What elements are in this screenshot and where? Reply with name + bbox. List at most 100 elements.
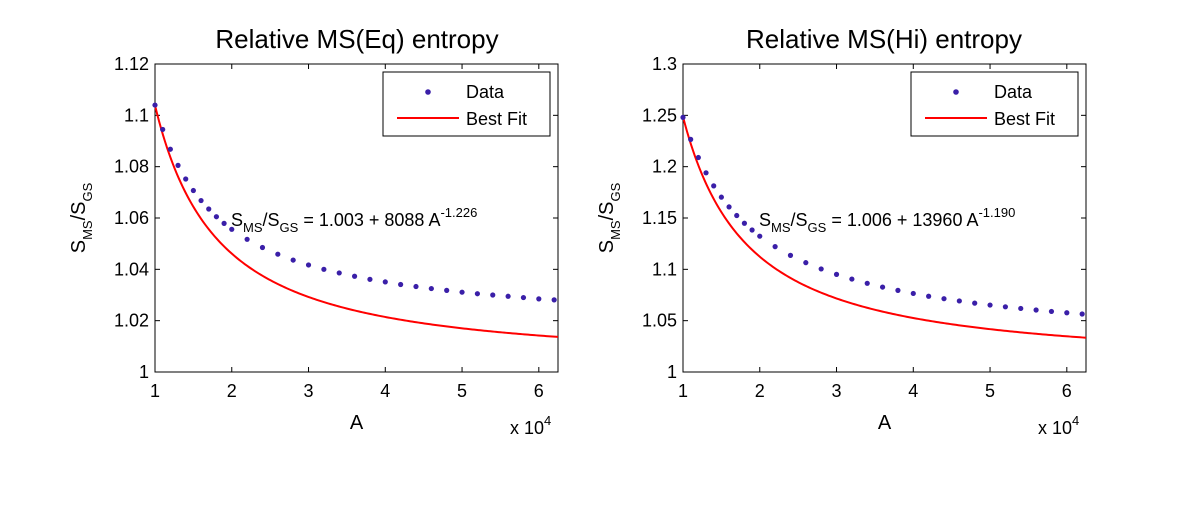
eq-rhs: = 1.006 + 13960 A bbox=[826, 210, 978, 230]
eq-sub-ms: MS bbox=[243, 220, 263, 235]
x-multiplier-base: x 10 bbox=[1038, 418, 1072, 438]
y-tick-label: 1.3 bbox=[652, 54, 677, 74]
eq-exponent: -1.190 bbox=[978, 205, 1015, 220]
y-tick-label: 1.25 bbox=[642, 105, 677, 125]
fit-equation: SMS/SGS = 1.006 + 13960 A-1.190 bbox=[759, 205, 1015, 235]
x-axis-label: A bbox=[878, 412, 892, 434]
legend-marker-data bbox=[425, 89, 431, 95]
data-point bbox=[757, 233, 763, 239]
data-point bbox=[490, 292, 496, 298]
data-point bbox=[551, 297, 557, 303]
data-point bbox=[413, 283, 419, 290]
data-point bbox=[772, 244, 778, 250]
eq-sub-gs: GS bbox=[280, 220, 299, 235]
data-point bbox=[305, 262, 312, 268]
data-point bbox=[749, 227, 755, 233]
data-point bbox=[718, 194, 724, 200]
eq-slash-s: /S bbox=[791, 210, 808, 230]
data-point bbox=[987, 302, 993, 308]
legend-marker-data bbox=[953, 89, 959, 95]
data-point bbox=[741, 220, 748, 226]
data-point bbox=[864, 280, 870, 286]
data-point bbox=[198, 197, 204, 204]
legend-label-data: Data bbox=[994, 82, 1033, 102]
data-point bbox=[244, 236, 250, 242]
data-point bbox=[290, 257, 296, 263]
x-tick-label: 5 bbox=[457, 381, 467, 401]
x-multiplier-exponent: 4 bbox=[1072, 413, 1079, 428]
data-point bbox=[734, 212, 740, 219]
x-axis-label: A bbox=[350, 412, 364, 434]
data-point bbox=[428, 285, 434, 292]
data-point bbox=[926, 293, 932, 299]
data-point bbox=[910, 290, 916, 297]
data-point bbox=[803, 260, 809, 266]
legend: Data Best Fit bbox=[910, 71, 1079, 137]
data-point bbox=[849, 276, 855, 282]
x-tick-label: 4 bbox=[908, 381, 918, 401]
legend: Data Best Fit bbox=[382, 71, 551, 137]
data-point bbox=[726, 204, 732, 210]
y-label-slash-s: /S bbox=[596, 202, 618, 221]
data-point bbox=[505, 293, 511, 299]
data-point bbox=[895, 287, 901, 293]
data-point bbox=[520, 294, 527, 301]
fit-equation: SMS/SGS = 1.003 + 8088 A-1.226 bbox=[231, 205, 477, 235]
eq-exponent: -1.226 bbox=[440, 205, 477, 220]
y-label-sub-ms: MS bbox=[608, 220, 623, 240]
x-tick-label: 4 bbox=[380, 381, 390, 401]
y-tick-label: 1 bbox=[139, 362, 149, 382]
y-axis-label: SMS/SGS bbox=[596, 182, 623, 253]
data-point bbox=[688, 136, 694, 142]
eq-rhs: = 1.003 + 8088 A bbox=[298, 210, 440, 230]
data-point bbox=[259, 244, 266, 251]
x-tick-label: 3 bbox=[832, 381, 842, 401]
x-tick-label: 6 bbox=[534, 381, 544, 401]
y-label-sub-gs: GS bbox=[80, 182, 95, 201]
legend-label-data: Data bbox=[466, 82, 505, 102]
data-point bbox=[183, 176, 189, 182]
data-point bbox=[459, 289, 465, 295]
y-tick-label: 1.12 bbox=[114, 54, 149, 74]
y-tick-label: 1.08 bbox=[114, 157, 149, 177]
eq-s: S bbox=[759, 210, 771, 230]
data-point bbox=[941, 296, 947, 302]
chart-title: Relative MS(Eq) entropy bbox=[215, 24, 498, 54]
x-tick-label: 6 bbox=[1062, 381, 1072, 401]
data-point bbox=[972, 300, 978, 306]
data-point bbox=[1002, 304, 1009, 310]
data-point bbox=[695, 154, 701, 161]
y-tick-label: 1.04 bbox=[114, 259, 149, 279]
data-point bbox=[367, 276, 373, 282]
data-point bbox=[711, 183, 717, 189]
data-point bbox=[1033, 307, 1039, 313]
data-point bbox=[818, 266, 824, 272]
data-point bbox=[229, 226, 235, 232]
y-label-sub-gs: GS bbox=[608, 182, 623, 201]
data-point bbox=[160, 126, 166, 133]
x-tick-label: 2 bbox=[227, 381, 237, 401]
x-multiplier-exponent: 4 bbox=[544, 413, 551, 428]
data-point bbox=[275, 251, 281, 257]
y-label-slash-s: /S bbox=[68, 202, 90, 221]
x-multiplier-base: x 10 bbox=[510, 418, 544, 438]
data-point bbox=[1079, 311, 1085, 317]
data-point bbox=[1064, 310, 1070, 316]
eq-sub-ms: MS bbox=[771, 220, 791, 235]
y-tick-label: 1.15 bbox=[642, 208, 677, 228]
x-tick-label: 1 bbox=[678, 381, 688, 401]
chart-2: Relative MS(Hi) entropy 1 2 3 4 5 6 1 1.05 1.1 1.1… bbox=[596, 24, 1087, 438]
x-axis-multiplier: x 104 bbox=[1038, 413, 1079, 438]
data-point bbox=[206, 206, 212, 212]
chart-1: Relative MS(Eq) entropy 1 2 3 4 5 6 1 1.02 1.04 1.… bbox=[68, 24, 559, 438]
data-point bbox=[444, 287, 450, 293]
data-point bbox=[956, 298, 962, 304]
data-point bbox=[167, 146, 173, 152]
y-tick-label: 1.1 bbox=[124, 105, 149, 125]
y-axis-label: SMS/SGS bbox=[68, 182, 95, 253]
data-point bbox=[1018, 305, 1024, 312]
eq-s: S bbox=[231, 210, 243, 230]
data-point bbox=[1048, 308, 1055, 315]
y-tick-label: 1.02 bbox=[114, 311, 149, 331]
data-point bbox=[474, 291, 480, 297]
